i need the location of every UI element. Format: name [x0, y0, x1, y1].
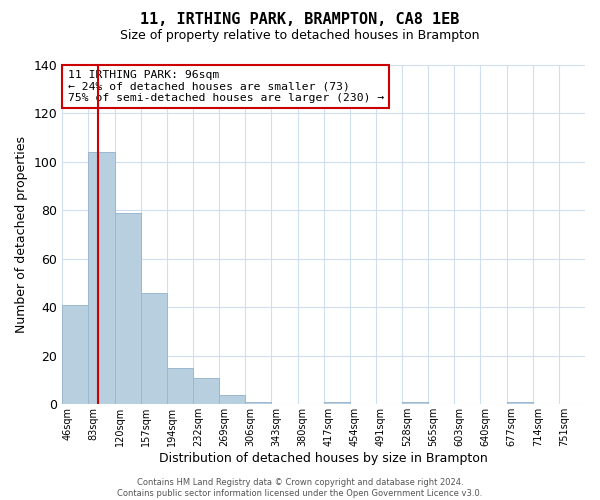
- X-axis label: Distribution of detached houses by size in Brampton: Distribution of detached houses by size …: [159, 452, 488, 465]
- Text: 11 IRTHING PARK: 96sqm
← 24% of detached houses are smaller (73)
75% of semi-det: 11 IRTHING PARK: 96sqm ← 24% of detached…: [68, 70, 384, 103]
- Text: Contains HM Land Registry data © Crown copyright and database right 2024.
Contai: Contains HM Land Registry data © Crown c…: [118, 478, 482, 498]
- Text: Size of property relative to detached houses in Brampton: Size of property relative to detached ho…: [120, 29, 480, 42]
- Bar: [193, 378, 219, 404]
- Bar: [323, 402, 350, 404]
- Bar: [402, 402, 428, 404]
- Text: 11, IRTHING PARK, BRAMPTON, CA8 1EB: 11, IRTHING PARK, BRAMPTON, CA8 1EB: [140, 12, 460, 28]
- Bar: [140, 293, 167, 405]
- Bar: [245, 402, 271, 404]
- Bar: [62, 305, 88, 404]
- Bar: [219, 394, 245, 404]
- Y-axis label: Number of detached properties: Number of detached properties: [15, 136, 28, 333]
- Bar: [506, 402, 533, 404]
- Bar: [115, 213, 140, 404]
- Bar: [88, 152, 115, 405]
- Bar: [167, 368, 193, 405]
